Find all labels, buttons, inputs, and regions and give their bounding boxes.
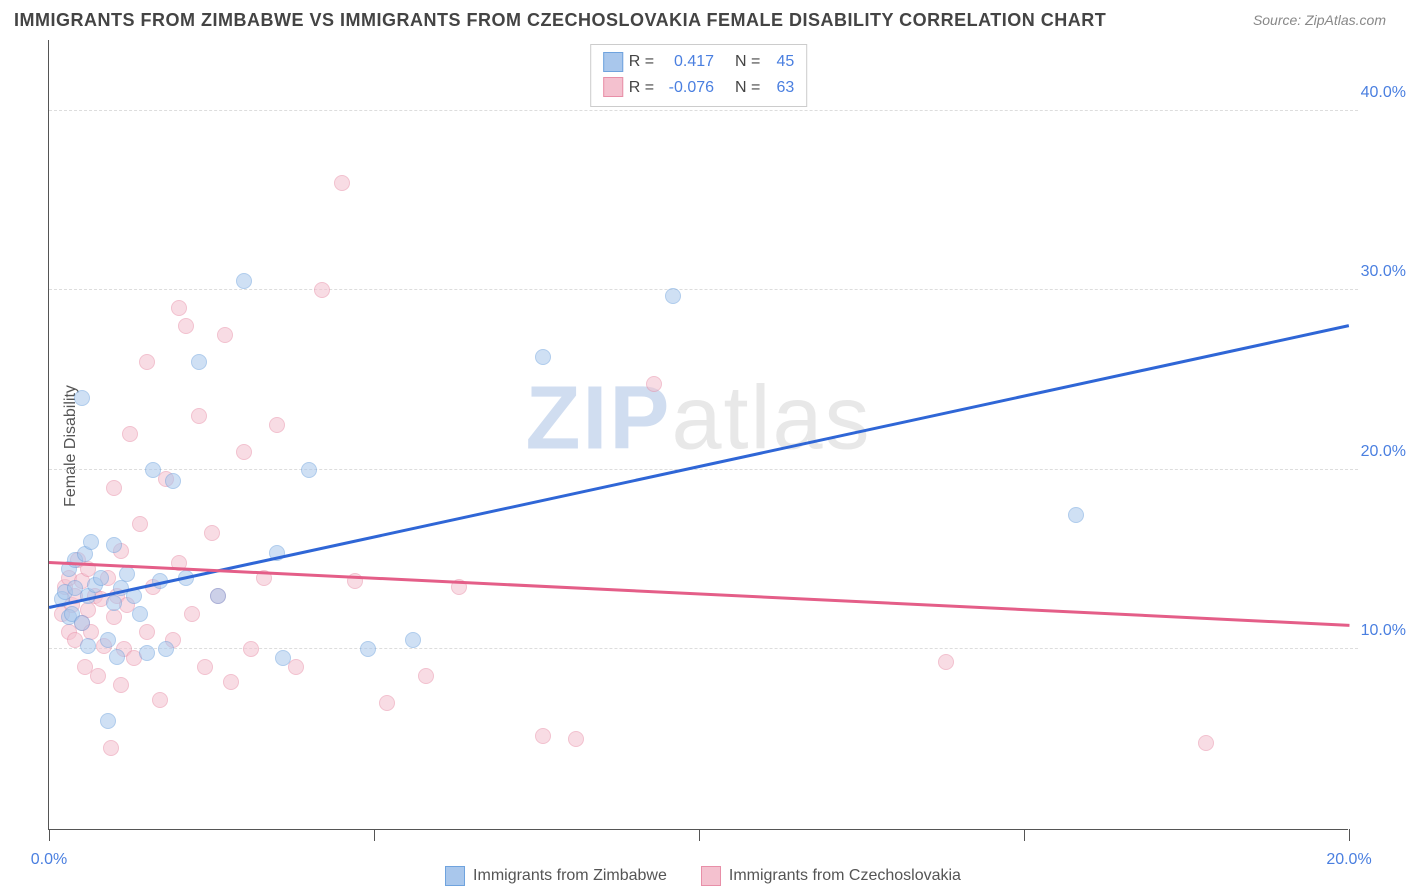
legend-label: Immigrants from Czechoslovakia xyxy=(729,867,961,885)
regression-line xyxy=(49,561,1349,626)
chart-title: IMMIGRANTS FROM ZIMBABWE VS IMMIGRANTS F… xyxy=(14,10,1106,31)
scatter-point xyxy=(223,674,239,690)
scatter-point xyxy=(360,641,376,657)
scatter-point xyxy=(197,659,213,675)
scatter-point xyxy=(1198,735,1214,751)
r-value: 0.417 xyxy=(660,49,714,75)
scatter-point xyxy=(106,537,122,553)
scatter-point xyxy=(74,390,90,406)
scatter-point xyxy=(646,376,662,392)
scatter-point xyxy=(236,444,252,460)
regression-line xyxy=(49,324,1350,608)
scatter-point xyxy=(106,595,122,611)
scatter-point xyxy=(139,354,155,370)
gridline xyxy=(49,289,1358,290)
scatter-point xyxy=(100,632,116,648)
scatter-point xyxy=(119,566,135,582)
scatter-point xyxy=(334,175,350,191)
n-label: N = xyxy=(735,75,760,101)
scatter-point xyxy=(171,300,187,316)
x-tick xyxy=(1024,829,1025,841)
n-value: 63 xyxy=(766,75,794,101)
y-tick-label: 40.0% xyxy=(1361,84,1406,102)
scatter-point xyxy=(535,728,551,744)
r-label: R = xyxy=(629,75,654,101)
stats-row: R =-0.076 N =63 xyxy=(603,75,795,101)
r-value: -0.076 xyxy=(660,75,714,101)
y-tick-label: 20.0% xyxy=(1361,443,1406,461)
scatter-point xyxy=(938,654,954,670)
scatter-point xyxy=(152,692,168,708)
scatter-point xyxy=(243,641,259,657)
scatter-point xyxy=(191,354,207,370)
x-tick xyxy=(699,829,700,841)
y-tick-label: 10.0% xyxy=(1361,622,1406,640)
scatter-point xyxy=(1068,507,1084,523)
scatter-point xyxy=(418,668,434,684)
stats-row: R =0.417 N =45 xyxy=(603,49,795,75)
scatter-point xyxy=(139,645,155,661)
watermark-atlas: atlas xyxy=(671,368,871,468)
legend-swatch xyxy=(445,866,465,886)
scatter-point xyxy=(301,462,317,478)
scatter-point xyxy=(405,632,421,648)
scatter-point xyxy=(217,327,233,343)
scatter-point xyxy=(103,740,119,756)
legend-swatch xyxy=(701,866,721,886)
watermark: ZIPatlas xyxy=(525,367,871,470)
n-label: N = xyxy=(735,49,760,75)
bottom-legend: Immigrants from Zimbabwe Immigrants from … xyxy=(0,866,1406,886)
x-tick xyxy=(1349,829,1350,841)
scatter-point xyxy=(93,570,109,586)
scatter-point xyxy=(275,650,291,666)
scatter-point xyxy=(184,606,200,622)
scatter-point xyxy=(379,695,395,711)
scatter-point xyxy=(665,288,681,304)
scatter-point xyxy=(568,731,584,747)
legend-item: Immigrants from Czechoslovakia xyxy=(701,866,961,886)
scatter-point xyxy=(109,649,125,665)
scatter-point xyxy=(90,668,106,684)
scatter-point xyxy=(83,534,99,550)
scatter-point xyxy=(314,282,330,298)
scatter-point xyxy=(204,525,220,541)
scatter-point xyxy=(145,462,161,478)
legend-swatch xyxy=(603,77,623,97)
scatter-point xyxy=(269,417,285,433)
legend-label: Immigrants from Zimbabwe xyxy=(473,867,667,885)
scatter-point xyxy=(106,480,122,496)
source-text: Source: ZipAtlas.com xyxy=(1253,12,1386,28)
scatter-point xyxy=(210,588,226,604)
scatter-point xyxy=(165,473,181,489)
x-tick xyxy=(374,829,375,841)
plot-area: ZIPatlas R =0.417 N =45R =-0.076 N =63 1… xyxy=(48,40,1348,830)
scatter-point xyxy=(100,713,116,729)
scatter-point xyxy=(80,638,96,654)
scatter-point xyxy=(74,615,90,631)
y-tick-label: 30.0% xyxy=(1361,263,1406,281)
scatter-point xyxy=(191,408,207,424)
scatter-point xyxy=(113,677,129,693)
scatter-point xyxy=(535,349,551,365)
scatter-point xyxy=(132,516,148,532)
scatter-point xyxy=(106,609,122,625)
x-tick xyxy=(49,829,50,841)
gridline xyxy=(49,469,1358,470)
r-label: R = xyxy=(629,49,654,75)
stats-legend-box: R =0.417 N =45R =-0.076 N =63 xyxy=(590,44,808,107)
gridline xyxy=(49,110,1358,111)
scatter-point xyxy=(178,318,194,334)
scatter-point xyxy=(139,624,155,640)
scatter-point xyxy=(236,273,252,289)
scatter-point xyxy=(132,606,148,622)
legend-swatch xyxy=(603,52,623,72)
scatter-point xyxy=(158,641,174,657)
scatter-point xyxy=(122,426,138,442)
legend-item: Immigrants from Zimbabwe xyxy=(445,866,667,886)
n-value: 45 xyxy=(766,49,794,75)
scatter-point xyxy=(288,659,304,675)
